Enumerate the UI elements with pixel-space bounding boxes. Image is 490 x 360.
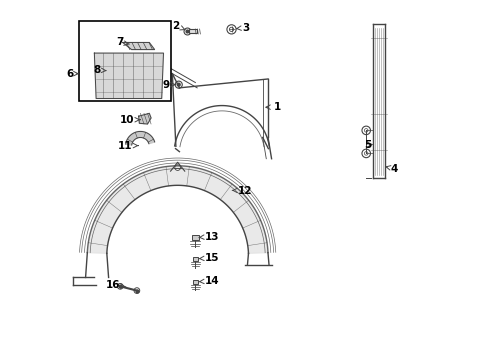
Bar bbox=[189, 29, 197, 33]
Polygon shape bbox=[139, 113, 151, 124]
Text: 1: 1 bbox=[266, 102, 281, 112]
Text: 15: 15 bbox=[199, 253, 219, 263]
Polygon shape bbox=[87, 166, 268, 253]
Text: 7: 7 bbox=[117, 37, 129, 48]
Text: 6: 6 bbox=[67, 69, 78, 79]
Text: 3: 3 bbox=[237, 23, 250, 33]
Polygon shape bbox=[95, 53, 164, 99]
Circle shape bbox=[177, 83, 180, 86]
Bar bbox=[79, 21, 172, 101]
Bar bbox=[192, 235, 198, 239]
Text: 5: 5 bbox=[365, 140, 372, 149]
Text: 12: 12 bbox=[232, 186, 252, 195]
Text: 16: 16 bbox=[106, 280, 126, 290]
Text: 8: 8 bbox=[93, 65, 106, 75]
Text: 4: 4 bbox=[386, 164, 397, 174]
Text: 13: 13 bbox=[199, 232, 219, 242]
Text: 9: 9 bbox=[163, 80, 175, 90]
Polygon shape bbox=[126, 131, 155, 145]
Text: 2: 2 bbox=[172, 21, 185, 31]
Text: 14: 14 bbox=[199, 276, 219, 286]
Bar bbox=[193, 280, 198, 284]
Text: 11: 11 bbox=[118, 141, 138, 150]
Text: 10: 10 bbox=[120, 115, 140, 125]
Polygon shape bbox=[122, 42, 155, 50]
Bar bbox=[193, 257, 198, 261]
